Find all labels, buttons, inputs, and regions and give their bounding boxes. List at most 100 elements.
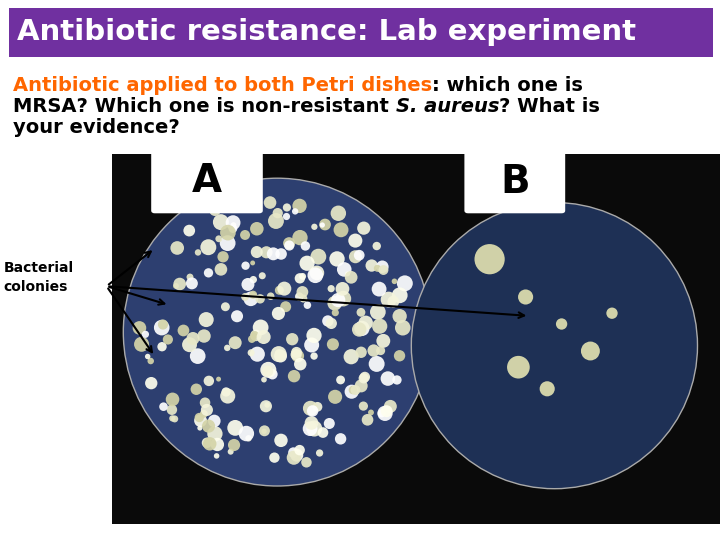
Ellipse shape: [372, 319, 387, 334]
Ellipse shape: [310, 249, 326, 265]
FancyBboxPatch shape: [151, 148, 263, 213]
Ellipse shape: [277, 281, 292, 295]
Ellipse shape: [253, 320, 269, 335]
Ellipse shape: [214, 453, 220, 458]
Ellipse shape: [184, 225, 195, 237]
Ellipse shape: [507, 356, 530, 379]
Ellipse shape: [261, 362, 276, 378]
Ellipse shape: [354, 321, 369, 336]
Ellipse shape: [267, 293, 274, 300]
Ellipse shape: [370, 304, 386, 320]
Ellipse shape: [222, 387, 230, 396]
Ellipse shape: [291, 347, 302, 357]
Ellipse shape: [397, 275, 413, 291]
Ellipse shape: [381, 292, 397, 307]
Ellipse shape: [354, 250, 364, 261]
Ellipse shape: [250, 330, 261, 341]
Ellipse shape: [280, 301, 291, 312]
Ellipse shape: [292, 208, 298, 214]
Ellipse shape: [336, 291, 351, 307]
Ellipse shape: [220, 225, 235, 240]
Ellipse shape: [288, 447, 299, 458]
Ellipse shape: [372, 282, 387, 296]
Ellipse shape: [292, 349, 304, 362]
Ellipse shape: [345, 272, 350, 276]
Ellipse shape: [148, 358, 154, 365]
FancyBboxPatch shape: [112, 154, 720, 524]
Ellipse shape: [322, 315, 333, 327]
Ellipse shape: [248, 335, 256, 343]
Text: Bacterial: Bacterial: [4, 261, 73, 275]
Text: A: A: [192, 162, 222, 200]
Ellipse shape: [202, 437, 212, 448]
Ellipse shape: [300, 273, 306, 280]
Ellipse shape: [283, 213, 290, 220]
Ellipse shape: [261, 246, 272, 258]
Ellipse shape: [331, 293, 346, 307]
Ellipse shape: [372, 242, 381, 250]
Ellipse shape: [333, 222, 348, 237]
Ellipse shape: [251, 246, 263, 258]
Ellipse shape: [300, 255, 315, 271]
Ellipse shape: [229, 203, 235, 209]
Ellipse shape: [220, 388, 235, 403]
Ellipse shape: [283, 204, 291, 212]
Ellipse shape: [324, 418, 335, 429]
Ellipse shape: [166, 393, 179, 406]
Ellipse shape: [216, 376, 221, 382]
Ellipse shape: [381, 405, 392, 417]
Ellipse shape: [213, 214, 229, 230]
Ellipse shape: [294, 358, 307, 370]
Ellipse shape: [215, 235, 222, 242]
Ellipse shape: [197, 329, 211, 343]
Ellipse shape: [186, 278, 198, 289]
Ellipse shape: [201, 404, 213, 416]
Ellipse shape: [392, 309, 407, 323]
Ellipse shape: [145, 377, 158, 389]
Ellipse shape: [267, 247, 280, 260]
Ellipse shape: [211, 438, 224, 451]
Ellipse shape: [381, 372, 395, 386]
Ellipse shape: [335, 433, 346, 444]
Ellipse shape: [328, 285, 335, 292]
Ellipse shape: [292, 199, 307, 213]
Text: MRSA? Which one is non-resistant: MRSA? Which one is non-resistant: [13, 97, 395, 116]
Ellipse shape: [376, 346, 385, 355]
Ellipse shape: [224, 345, 230, 351]
Ellipse shape: [307, 267, 323, 283]
Ellipse shape: [556, 319, 567, 329]
Ellipse shape: [271, 346, 287, 362]
Ellipse shape: [348, 386, 357, 394]
Ellipse shape: [251, 260, 255, 265]
Ellipse shape: [366, 259, 378, 272]
Ellipse shape: [392, 375, 402, 384]
Ellipse shape: [145, 354, 150, 359]
Ellipse shape: [359, 373, 369, 383]
Ellipse shape: [235, 197, 250, 211]
Ellipse shape: [294, 445, 305, 455]
Ellipse shape: [248, 349, 255, 356]
Ellipse shape: [202, 420, 215, 433]
Ellipse shape: [376, 260, 389, 273]
Ellipse shape: [220, 235, 235, 251]
Ellipse shape: [217, 251, 229, 262]
Ellipse shape: [361, 414, 374, 426]
Ellipse shape: [262, 366, 274, 377]
Ellipse shape: [208, 415, 220, 427]
FancyBboxPatch shape: [464, 151, 565, 213]
Ellipse shape: [267, 369, 278, 380]
Ellipse shape: [304, 338, 319, 353]
Ellipse shape: [159, 402, 168, 411]
Ellipse shape: [261, 377, 267, 382]
Ellipse shape: [349, 250, 362, 264]
Ellipse shape: [367, 345, 380, 357]
Ellipse shape: [268, 213, 284, 229]
Ellipse shape: [123, 178, 431, 486]
Ellipse shape: [345, 271, 358, 284]
Ellipse shape: [288, 370, 300, 382]
Ellipse shape: [264, 402, 270, 408]
Ellipse shape: [204, 268, 213, 278]
Ellipse shape: [204, 376, 214, 386]
Ellipse shape: [290, 449, 303, 462]
Ellipse shape: [305, 416, 318, 430]
